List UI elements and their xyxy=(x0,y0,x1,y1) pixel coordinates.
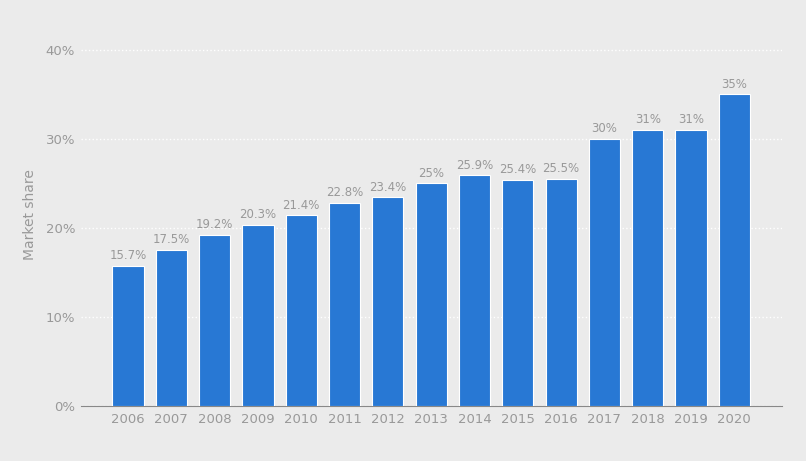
Bar xyxy=(156,250,187,406)
Bar xyxy=(632,130,663,406)
Text: 19.2%: 19.2% xyxy=(196,218,234,231)
Text: 30%: 30% xyxy=(592,122,617,135)
Text: 25.4%: 25.4% xyxy=(499,163,537,176)
Text: 20.3%: 20.3% xyxy=(239,208,276,221)
Bar xyxy=(502,180,534,406)
Bar xyxy=(589,139,620,406)
Bar xyxy=(329,203,360,406)
Text: 25.5%: 25.5% xyxy=(542,162,580,175)
Bar xyxy=(113,266,143,406)
Bar xyxy=(675,130,707,406)
Text: 25%: 25% xyxy=(418,167,444,180)
Text: 22.8%: 22.8% xyxy=(326,186,364,199)
Text: 25.9%: 25.9% xyxy=(456,159,493,171)
Bar xyxy=(285,215,317,406)
Text: 35%: 35% xyxy=(721,77,747,91)
Bar xyxy=(372,197,404,406)
Bar xyxy=(546,179,577,406)
Text: 21.4%: 21.4% xyxy=(283,199,320,212)
Bar xyxy=(416,183,447,406)
Text: 17.5%: 17.5% xyxy=(153,233,190,246)
Bar xyxy=(719,94,750,406)
Bar xyxy=(459,175,490,406)
Y-axis label: Market share: Market share xyxy=(23,169,37,260)
Text: 31%: 31% xyxy=(635,113,661,126)
Text: 15.7%: 15.7% xyxy=(110,249,147,262)
Bar xyxy=(199,235,231,406)
Bar xyxy=(243,225,273,406)
Text: 23.4%: 23.4% xyxy=(369,181,406,194)
Text: 31%: 31% xyxy=(678,113,704,126)
